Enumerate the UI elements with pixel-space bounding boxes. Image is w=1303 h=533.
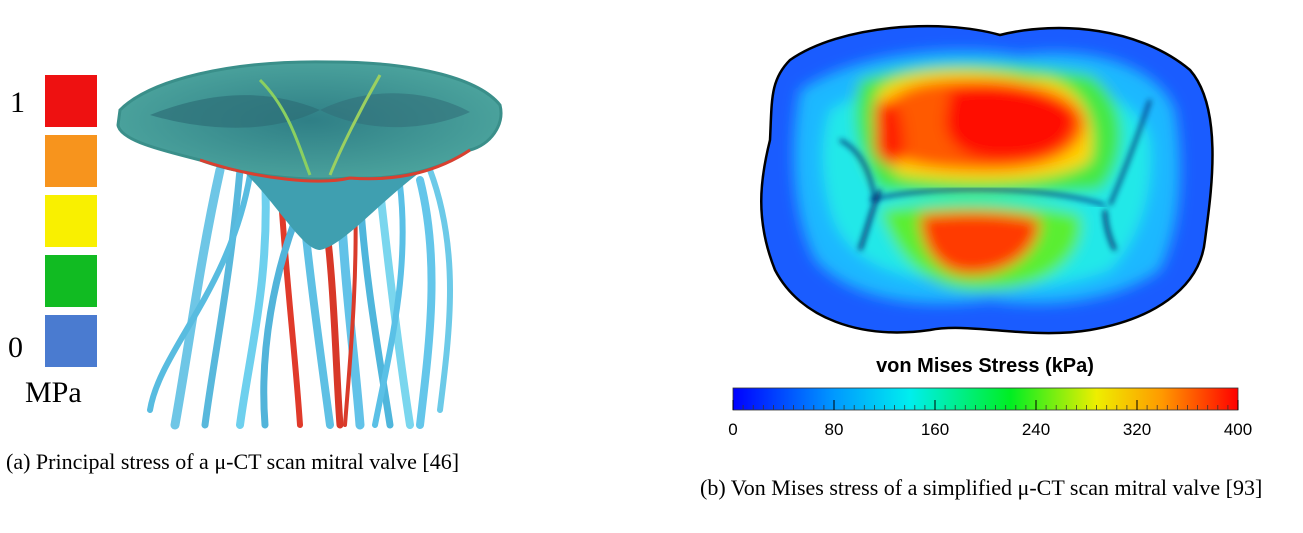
colorbar-frame — [732, 387, 1239, 411]
colorbar-tick-label: 80 — [825, 420, 844, 439]
stress-legend: 1 0 MPa — [8, 75, 97, 409]
colorbar-tick-label: 0 — [728, 420, 737, 439]
valve-render-b — [760, 24, 1214, 335]
colorbar-gradient — [733, 388, 1238, 410]
legend-swatch — [45, 315, 97, 367]
legend-swatch — [45, 135, 97, 187]
colorbar-tick-label: 400 — [1224, 420, 1252, 439]
colorbar-title: von Mises Stress (kPa) — [876, 355, 1094, 377]
legend-min: 0 — [8, 331, 23, 364]
caption-b: (b) Von Mises stress of a simplified μ-C… — [700, 475, 1263, 500]
valve-render-a — [116, 60, 503, 430]
colorbar: von Mises Stress (kPa) 0 80 160 240 320 400 — [728, 355, 1252, 439]
legend-max: 1 — [10, 86, 25, 119]
legend-swatch — [45, 195, 97, 247]
colorbar-tick-label: 160 — [921, 420, 949, 439]
colorbar-tick-label: 240 — [1022, 420, 1050, 439]
colorbar-tick-label: 320 — [1123, 420, 1151, 439]
legend-unit: MPa — [25, 376, 82, 409]
legend-swatch — [45, 255, 97, 307]
legend-swatch — [45, 75, 97, 127]
caption-a: (a) Principal stress of a μ-CT scan mitr… — [6, 449, 460, 474]
